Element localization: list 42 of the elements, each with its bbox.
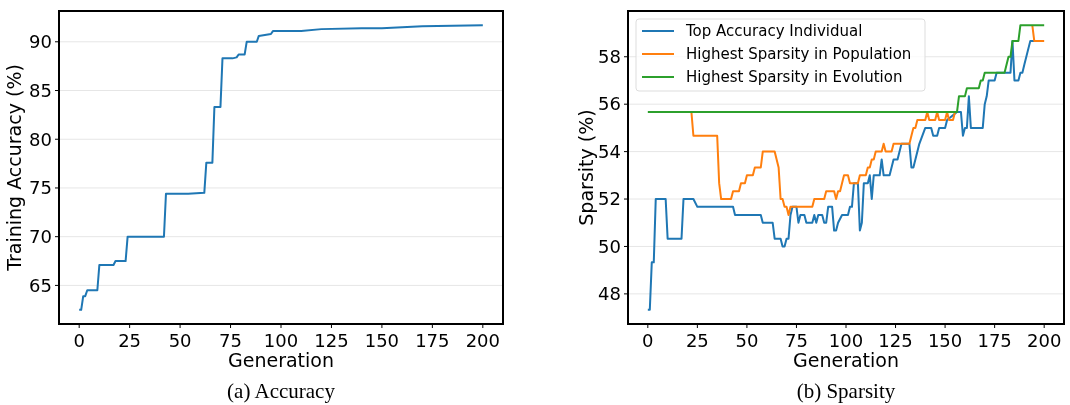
x-tick-label: 100 — [263, 330, 299, 351]
x-tick-label: 50 — [168, 330, 192, 351]
y-axis-title: Sparsity (%) — [575, 109, 597, 226]
text: (b) Sparsity — [796, 379, 896, 403]
x-tick-label: 25 — [118, 330, 142, 351]
y-tick-label: 85 — [29, 79, 52, 101]
x-tick-label: 0 — [642, 330, 654, 351]
legend-label: Highest Sparsity in Population — [686, 45, 912, 64]
x-tick-label: 175 — [977, 330, 1012, 351]
x-tick-label: 125 — [878, 330, 913, 351]
legend-label: Top Accuracy Individual — [685, 22, 863, 41]
line-series — [646, 39, 1036, 311]
x-tick-label: 25 — [685, 330, 709, 351]
x-axis-title: Generation — [228, 349, 334, 371]
y-tick-label: 80 — [29, 128, 52, 150]
text: (a) Accuracy — [227, 379, 336, 403]
x-tick-label: 200 — [1027, 330, 1062, 351]
y-tick-label: 54 — [598, 140, 621, 162]
y-tick-label: 50 — [598, 235, 621, 257]
x-tick-label: 75 — [785, 330, 808, 351]
y-tick-label: 52 — [598, 188, 621, 210]
x-tick-label: 150 — [927, 330, 963, 351]
y-tick-label: 48 — [598, 283, 621, 305]
x-tick-label: 0 — [73, 330, 85, 351]
line-series — [78, 24, 484, 311]
y-tick-label: 75 — [29, 177, 52, 199]
legend-label: Highest Sparsity in Evolution — [686, 68, 903, 87]
x-tick-label: 75 — [219, 330, 242, 351]
y-tick-label: 90 — [29, 31, 52, 53]
y-axis-title: Training Accuracy (%) — [3, 64, 25, 272]
y-tick-label: 70 — [29, 225, 52, 247]
x-tick-label: 50 — [735, 330, 759, 351]
y-tick-label: 58 — [598, 46, 621, 68]
x-tick-label: 175 — [415, 330, 450, 351]
x-tick-label: 125 — [314, 330, 349, 351]
x-axis-title: Generation — [793, 349, 899, 371]
y-tick-label: 65 — [29, 274, 52, 296]
x-tick-label: 150 — [364, 330, 400, 351]
x-tick-label: 200 — [465, 330, 500, 351]
line-series — [646, 24, 1046, 114]
x-tick-label: 100 — [828, 330, 864, 351]
y-tick-label: 56 — [598, 93, 621, 115]
